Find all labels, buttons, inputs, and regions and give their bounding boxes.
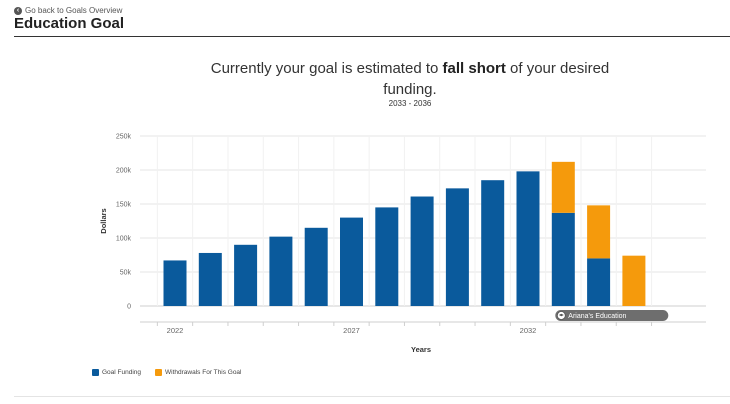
bar-goal-funding xyxy=(410,196,434,306)
legend-swatch-goal-funding xyxy=(92,369,99,376)
legend-item-goal-funding[interactable]: Goal Funding xyxy=(92,369,141,376)
bottom-divider xyxy=(14,396,730,397)
bar-goal-funding xyxy=(304,227,328,306)
page-title: Education Goal xyxy=(14,15,125,32)
bar-withdrawal xyxy=(551,161,575,213)
y-tick-label: 50k xyxy=(120,270,132,277)
bar-goal-funding xyxy=(551,212,575,306)
x-axis-title: Years xyxy=(411,345,431,354)
annotation-pill xyxy=(555,310,669,321)
bar-goal-funding xyxy=(445,188,469,306)
bar-goal-funding xyxy=(375,207,399,306)
bar-goal-funding xyxy=(234,244,258,306)
circle-arrow-left-icon: ‹ xyxy=(14,6,22,15)
back-link-label: Go back to Goals Overview xyxy=(25,6,123,15)
goal-status-headline: Currently your goal is estimated to fall… xyxy=(200,58,620,100)
bar-goal-funding xyxy=(269,236,293,306)
headline-emphasis: fall short xyxy=(442,60,506,77)
legend-item-withdrawals[interactable]: Withdrawals For This Goal xyxy=(155,369,242,376)
bar-withdrawal xyxy=(622,255,646,306)
back-to-goals-link[interactable]: ‹ Go back to Goals Overview xyxy=(14,6,122,15)
bar-goal-funding xyxy=(163,260,187,306)
graduation-cap-shape xyxy=(558,313,564,317)
bar-goal-funding xyxy=(481,180,505,306)
bar-goal-funding xyxy=(587,258,611,306)
headline-text-end: of your desired funding. xyxy=(383,60,610,98)
bar-goal-funding xyxy=(198,252,222,306)
x-tick-label: 2027 xyxy=(343,326,360,335)
y-tick-label: 100k xyxy=(116,236,132,243)
shortfall-year-range: 2033 - 2036 xyxy=(388,99,432,108)
legend-label-goal-funding: Goal Funding xyxy=(102,369,142,376)
title-divider xyxy=(14,36,730,37)
y-tick-label: 150k xyxy=(116,202,132,209)
y-tick-label: 250k xyxy=(116,134,132,141)
bar-goal-funding xyxy=(340,217,363,306)
x-tick-label: 2022 xyxy=(167,326,184,335)
headline-text-start: Currently your goal is estimated to xyxy=(210,60,443,77)
y-axis-title: Dollars xyxy=(99,208,108,233)
y-tick-label: 200k xyxy=(116,168,132,175)
legend-label-withdrawals: Withdrawals For This Goal xyxy=(165,369,242,376)
annotation-label: Ariana's Education xyxy=(568,313,626,320)
bar-withdrawal xyxy=(587,205,611,259)
chart-legend: Goal Funding Withdrawals For This Goal xyxy=(92,369,242,376)
bar-goal-funding xyxy=(516,171,540,306)
legend-swatch-withdrawals xyxy=(155,369,163,376)
x-tick-label: 2032 xyxy=(520,326,537,335)
y-tick-label: 0 xyxy=(127,304,131,311)
